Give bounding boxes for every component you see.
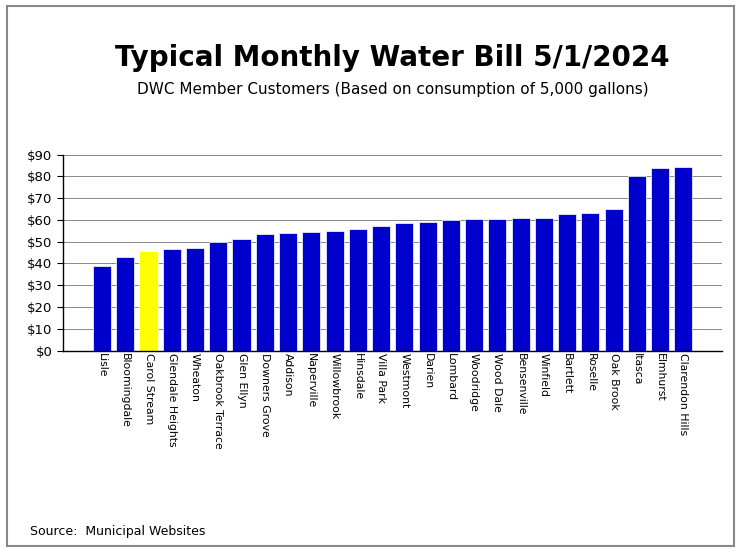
Text: Typical Monthly Water Bill 5/1/2024: Typical Monthly Water Bill 5/1/2024: [116, 44, 670, 72]
Bar: [372, 226, 391, 351]
Bar: [442, 220, 460, 351]
Bar: [279, 233, 297, 351]
Bar: [139, 252, 158, 351]
Text: DWC Member Customers (Based on consumption of 5,000 gallons): DWC Member Customers (Based on consumpti…: [137, 82, 648, 97]
Bar: [558, 214, 576, 351]
Bar: [325, 231, 344, 351]
Bar: [419, 221, 436, 351]
Bar: [395, 222, 413, 351]
Bar: [302, 232, 320, 351]
Bar: [511, 218, 530, 351]
Bar: [651, 168, 669, 351]
Bar: [116, 257, 134, 351]
Bar: [186, 248, 204, 351]
Bar: [163, 249, 181, 351]
Bar: [628, 176, 646, 351]
Bar: [582, 213, 599, 351]
Bar: [349, 229, 367, 351]
Bar: [209, 242, 227, 351]
Bar: [488, 219, 506, 351]
Bar: [605, 209, 622, 351]
Bar: [674, 167, 693, 351]
Bar: [465, 219, 483, 351]
Bar: [233, 239, 250, 351]
Text: Source:  Municipal Websites: Source: Municipal Websites: [30, 525, 205, 538]
Bar: [93, 266, 111, 351]
Bar: [535, 217, 553, 351]
Bar: [256, 234, 274, 351]
